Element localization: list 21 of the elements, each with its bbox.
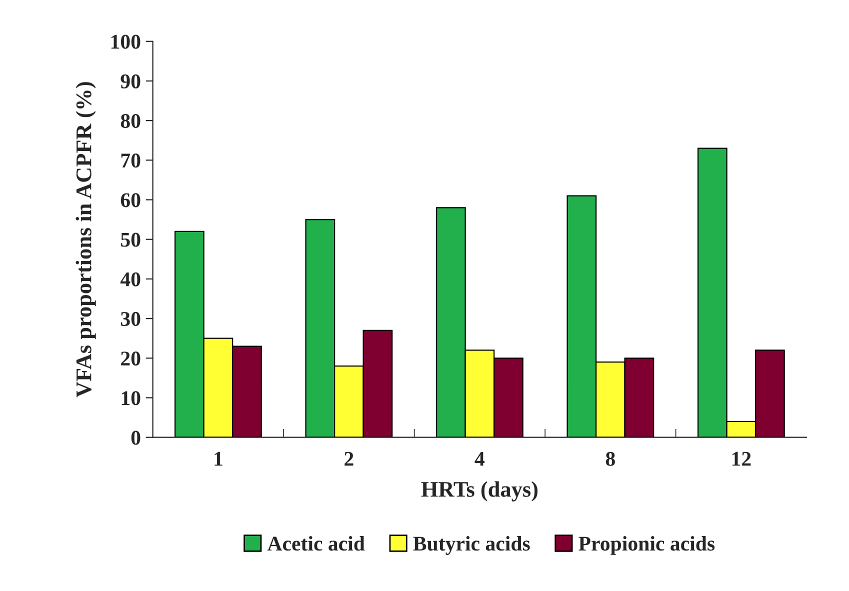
y-tick-label: 90 <box>120 74 140 88</box>
x-tick-label: 12 <box>732 452 751 466</box>
x-tick-label: 1 <box>214 452 222 466</box>
y-tick-label: 40 <box>120 272 140 286</box>
y-axis-title: VFAs proportions in ACPFR (%) <box>76 82 96 398</box>
x-tick-label: 2 <box>344 452 354 466</box>
y-tick-label: 50 <box>121 232 140 247</box>
legend-label: Butyric acids <box>413 536 530 555</box>
y-tick-label: 100 <box>111 34 140 49</box>
y-tick-label: 70 <box>121 154 140 168</box>
legend-label: Acetic acid <box>267 536 365 551</box>
x-tick-label: 4 <box>474 452 485 466</box>
x-axis-title: HRTs (days) <box>421 481 538 502</box>
y-tick-label: 20 <box>121 352 140 366</box>
y-tick-label: 10 <box>122 391 140 406</box>
y-tick-label: 0 <box>131 430 140 445</box>
y-tick-label: 30 <box>120 312 140 326</box>
legend-label: Propionic acids <box>578 536 715 555</box>
y-tick-label: 60 <box>120 193 140 208</box>
x-tick-label: 8 <box>606 452 615 466</box>
y-tick-label: 80 <box>120 114 140 128</box>
